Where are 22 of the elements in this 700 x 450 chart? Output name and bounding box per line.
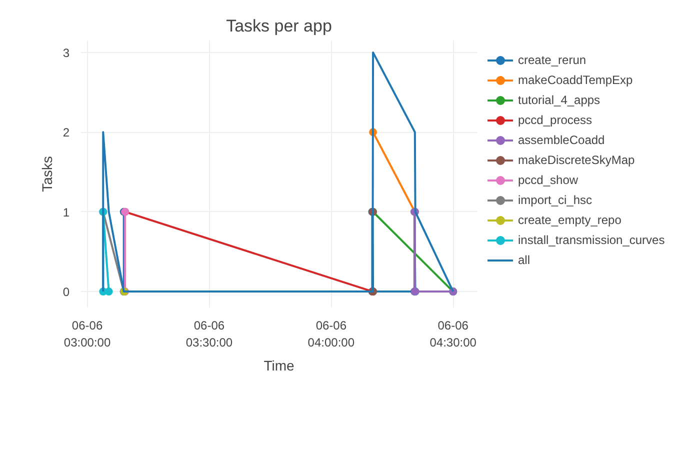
- legend-label: create_empty_repo: [518, 213, 622, 227]
- legend-label: import_ci_hsc: [518, 193, 592, 207]
- legend-label: pccd_process: [518, 113, 592, 127]
- legend-label: pccd_show: [518, 173, 578, 187]
- x-tick-label: 06-06 03:00:00: [64, 318, 111, 350]
- legend-label: all: [518, 253, 532, 267]
- legend-label: makeCoaddTempExp: [518, 73, 633, 87]
- x-tick-label: 06-06 04:30:00: [430, 318, 477, 350]
- y-tick-label: 1: [62, 205, 70, 220]
- y-tick-label: 3: [62, 46, 70, 60]
- chart-title: Tasks per app: [226, 16, 332, 36]
- y-tick-label: 0: [62, 285, 70, 300]
- legend-label: assembleCoadd: [518, 133, 605, 147]
- legend-label: install_transmission_curves: [518, 233, 665, 247]
- legend-label: makeDiscreteSkyMap: [518, 153, 635, 167]
- y-axis-title: Tasks: [38, 156, 55, 192]
- x-axis-title: Time: [264, 357, 295, 374]
- legend-label: create_rerun: [518, 53, 586, 67]
- legend-label: tutorial_4_apps: [518, 93, 600, 107]
- y-tick-label: 2: [62, 126, 70, 140]
- x-tick-label: 06-06 04:00:00: [308, 318, 355, 350]
- x-tick-label: 06-06 03:30:00: [186, 318, 233, 350]
